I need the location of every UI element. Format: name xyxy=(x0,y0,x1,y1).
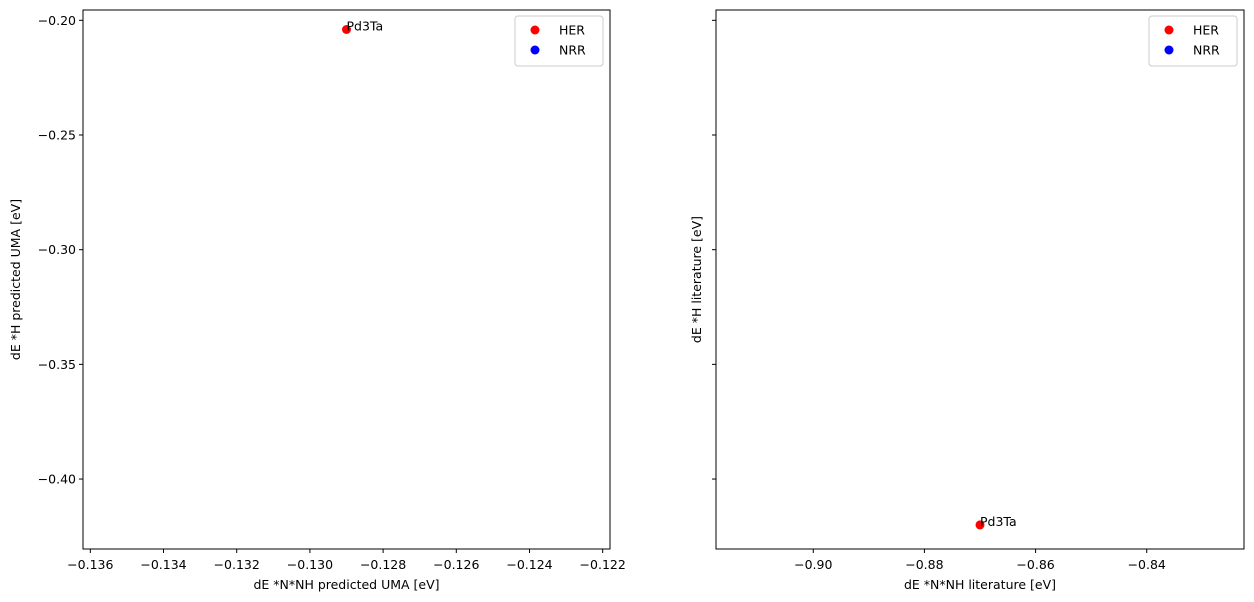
point-annotation: Pd3Ta xyxy=(980,514,1017,529)
x-tick-label: −0.90 xyxy=(794,557,832,572)
axes-frame-1 xyxy=(82,9,611,550)
x-tick-label: −0.134 xyxy=(140,557,186,572)
legend-label: NRR xyxy=(1193,43,1220,58)
x-tick-label: −0.84 xyxy=(1128,557,1166,572)
data-point-her xyxy=(975,520,985,530)
legend-marker-her xyxy=(530,25,540,35)
x-axis-label: dE *N*NH predicted UMA [eV] xyxy=(253,577,439,592)
x-tick-label: −0.128 xyxy=(360,557,406,572)
legend-label: HER xyxy=(1193,23,1219,38)
axes-frame-2 xyxy=(715,9,1245,550)
y-tick-label: −0.20 xyxy=(38,13,76,28)
legend-marker-her xyxy=(1164,25,1174,35)
y-tick-label: −0.25 xyxy=(38,128,76,143)
y-tick-label: −0.35 xyxy=(38,357,76,372)
legend-marker-nrr xyxy=(530,45,540,55)
x-tick-label: −0.132 xyxy=(214,557,260,572)
x-tick-label: −0.122 xyxy=(580,557,626,572)
x-axis-label: dE *N*NH literature [eV] xyxy=(904,577,1056,592)
data-point-her xyxy=(342,24,351,34)
y-axis-label: dE *H literature [eV] xyxy=(689,216,704,343)
y-tick-label: −0.40 xyxy=(38,472,76,487)
y-axis-label: dE *H predicted UMA [eV] xyxy=(8,199,23,360)
point-annotation: Pd3Ta xyxy=(347,18,384,33)
x-tick-label: −0.136 xyxy=(67,557,113,572)
x-tick-label: −0.130 xyxy=(287,557,333,572)
y-tick-label: −0.30 xyxy=(38,242,76,257)
x-tick-label: −0.124 xyxy=(506,557,552,572)
x-tick-label: −0.88 xyxy=(905,557,943,572)
legend-marker-nrr xyxy=(1164,45,1174,55)
x-tick-label: −0.86 xyxy=(1016,557,1054,572)
legend-label: NRR xyxy=(559,43,586,58)
legend-label: HER xyxy=(559,23,585,38)
x-tick-label: −0.126 xyxy=(433,557,479,572)
